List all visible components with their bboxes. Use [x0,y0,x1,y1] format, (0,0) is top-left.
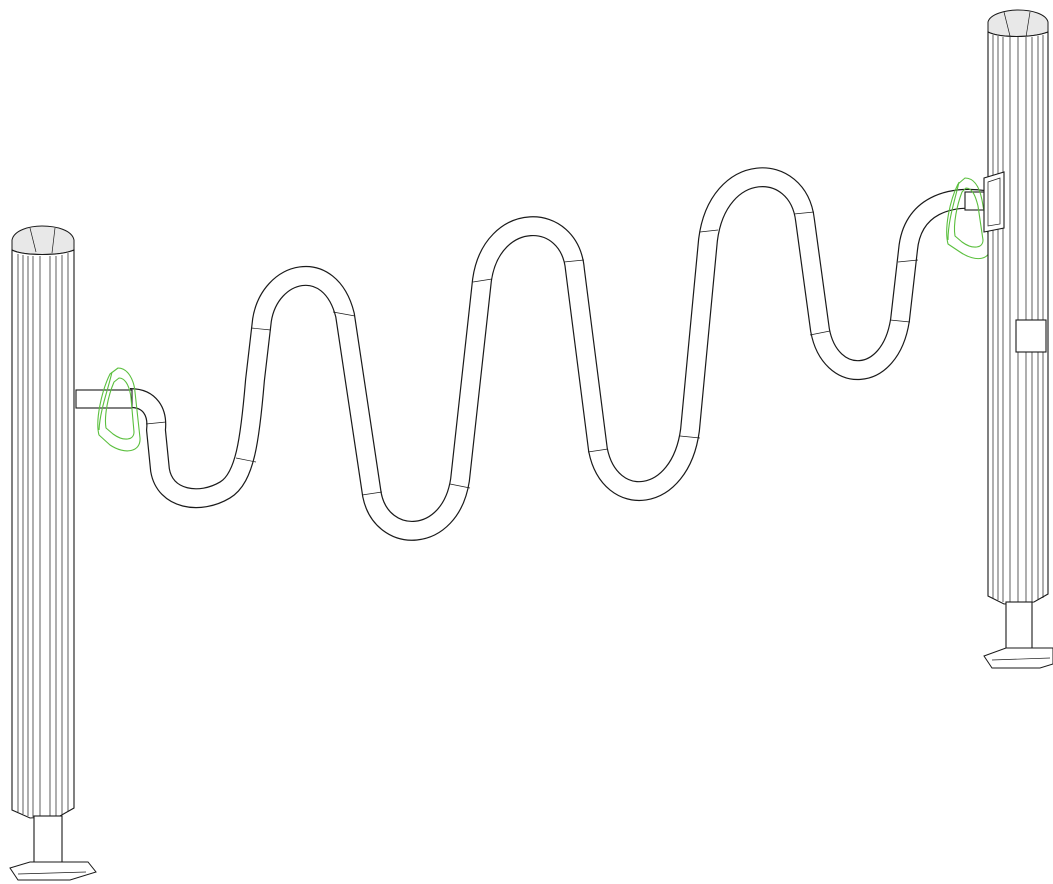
left-arm [75,389,133,409]
tube-joints [145,211,919,496]
right-ring-highlight [946,177,991,260]
right-post-cap [987,9,1049,37]
left-ring-highlight [97,367,141,452]
tube-body [129,168,987,540]
left-post-cap [11,225,75,255]
left-post [9,225,97,881]
wavy-tube [129,167,987,541]
right-post [983,9,1053,669]
